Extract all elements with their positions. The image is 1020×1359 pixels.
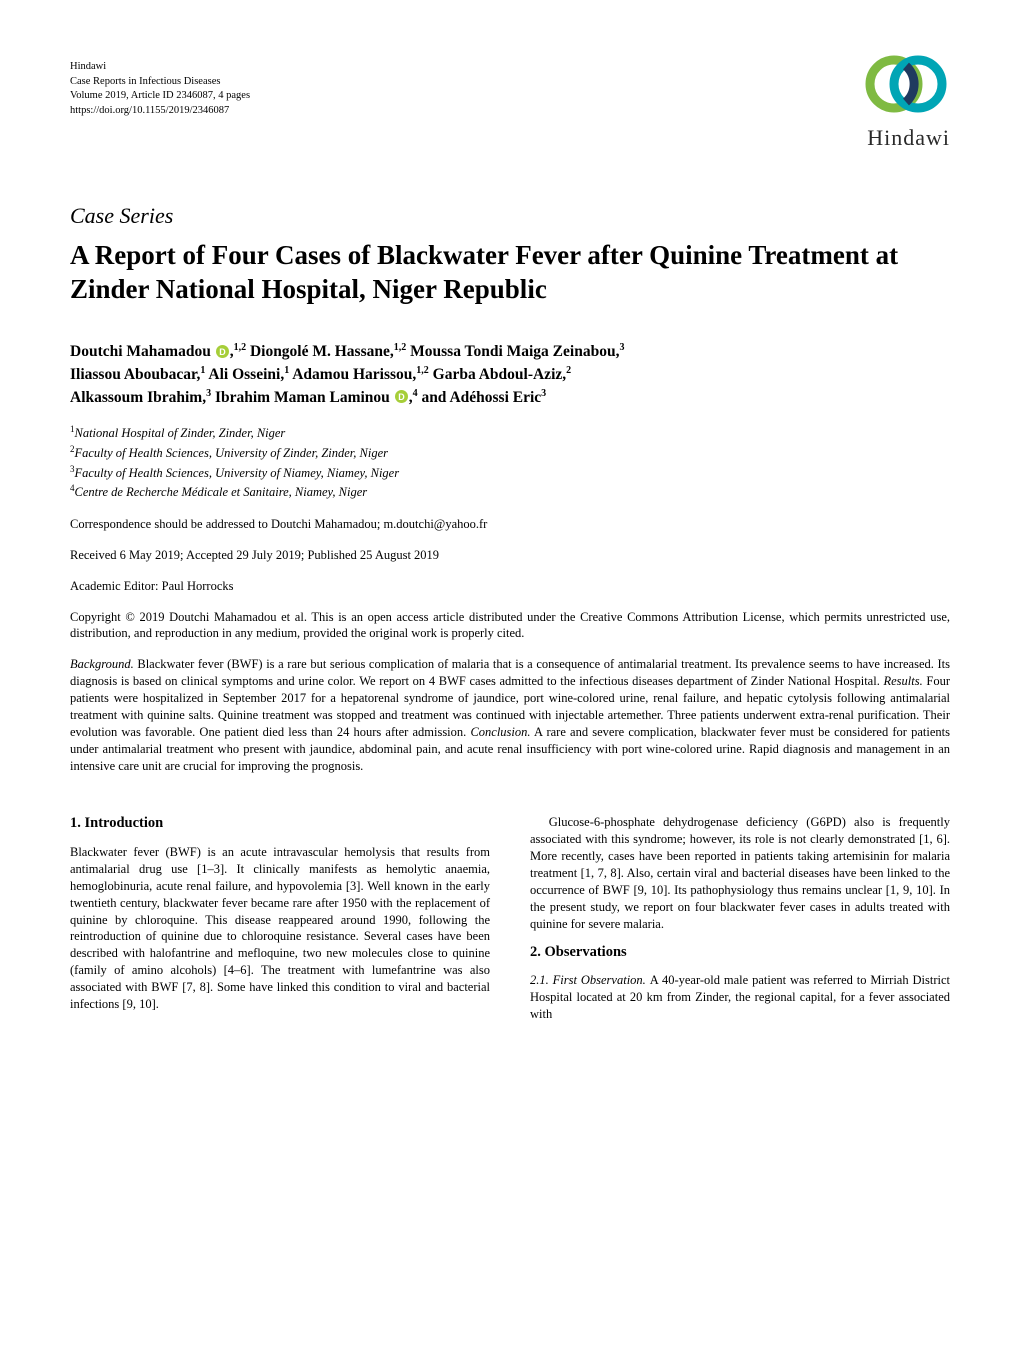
author-aff-sup: 1,2 [416,365,429,376]
publication-dates: Received 6 May 2019; Accepted 29 July 20… [70,547,950,564]
abstract-results-label: Results. [883,674,922,688]
publisher-logo-text: Hindawi [862,124,950,153]
author-aff-sup: 1 [284,365,289,376]
author-name: Ibrahim Maman Laminou [215,389,394,406]
svg-text:D: D [219,346,226,356]
author-name: Alkassoum Ibrahim, [70,389,206,406]
academic-editor: Academic Editor: Paul Horrocks [70,578,950,595]
publisher-name: Hindawi [70,60,250,75]
hindawi-logo-icon [862,55,950,113]
journal-info: Hindawi Case Reports in Infectious Disea… [70,60,250,119]
journal-name: Case Reports in Infectious Diseases [70,75,250,90]
affiliations-block: 1National Hospital of Zinder, Zinder, Ni… [70,423,950,502]
observations-heading: 2. Observations [530,943,950,963]
abstract-background-label: Background. [70,657,134,671]
intro-paragraph-cont: Glucose-6-phosphate dehydrogenase defici… [530,814,950,932]
affiliation-text: Faculty of Health Sciences, University o… [75,466,400,480]
author-aff-sup: 1,2 [234,342,247,353]
correspondence: Correspondence should be addressed to Do… [70,516,950,533]
author-name: Doutchi Mahamadou [70,344,215,361]
first-observation-subheading: 2.1. First Observation. [530,973,650,987]
affiliation-text: National Hospital of Zinder, Zinder, Nig… [75,427,286,441]
copyright-text: Copyright © 2019 Doutchi Mahamadou et al… [70,609,950,643]
publisher-logo: Hindawi [862,55,950,152]
affiliation: 1National Hospital of Zinder, Zinder, Ni… [70,423,950,443]
doi-link[interactable]: https://doi.org/10.1155/2019/2346087 [70,104,250,119]
author-name: Garba Abdoul-Aziz, [433,366,566,383]
observation-paragraph: 2.1. First Observation. A 40-year-old ma… [530,972,950,1023]
author-aff-sup: 3 [619,342,624,353]
abstract-background-text: Blackwater fever (BWF) is a rare but ser… [70,657,950,688]
author-aff-sup: 3 [541,388,546,399]
author-aff-sup: 1 [200,365,205,376]
orcid-icon: D [395,390,408,403]
author-aff-sup: 3 [206,388,211,399]
affiliation: 4Centre de Recherche Médicale et Sanitai… [70,482,950,502]
header-row: Hindawi Case Reports in Infectious Disea… [70,60,950,152]
orcid-icon: D [216,345,229,358]
author-name: Ali Osseini, [208,366,284,383]
article-type: Case Series [70,202,950,231]
affiliation-text: Faculty of Health Sciences, University o… [75,446,389,460]
abstract-conclusion-label: Conclusion. [470,725,530,739]
author-name: Diongolé M. Hassane, [250,344,394,361]
author-name: Moussa Tondi Maiga Zeinabou, [410,344,619,361]
author-name: Iliassou Aboubacar, [70,366,200,383]
left-column: 1. Introduction Blackwater fever (BWF) i… [70,814,490,1032]
author-aff-sup: 2 [566,365,571,376]
abstract-block: Background. Blackwater fever (BWF) is a … [70,656,950,774]
affiliation: 2Faculty of Health Sciences, University … [70,443,950,463]
author-name: Adamou Harissou, [292,366,416,383]
authors-block: Doutchi Mahamadou D,1,2 Diongolé M. Hass… [70,341,950,409]
intro-paragraph: Blackwater fever (BWF) is an acute intra… [70,844,490,1013]
author-aff-sup: 1,2 [394,342,407,353]
body-columns: 1. Introduction Blackwater fever (BWF) i… [70,814,950,1032]
svg-text:D: D [398,392,405,402]
author-name: and Adéhossi Eric [421,389,541,406]
affiliation-text: Centre de Recherche Médicale et Sanitair… [75,485,368,499]
affiliation: 3Faculty of Health Sciences, University … [70,463,950,483]
volume-line: Volume 2019, Article ID 2346087, 4 pages [70,89,250,104]
author-aff-sup: 4 [413,388,418,399]
right-column: Glucose-6-phosphate dehydrogenase defici… [530,814,950,1032]
introduction-heading: 1. Introduction [70,814,490,834]
article-title: A Report of Four Cases of Blackwater Fev… [70,239,950,307]
